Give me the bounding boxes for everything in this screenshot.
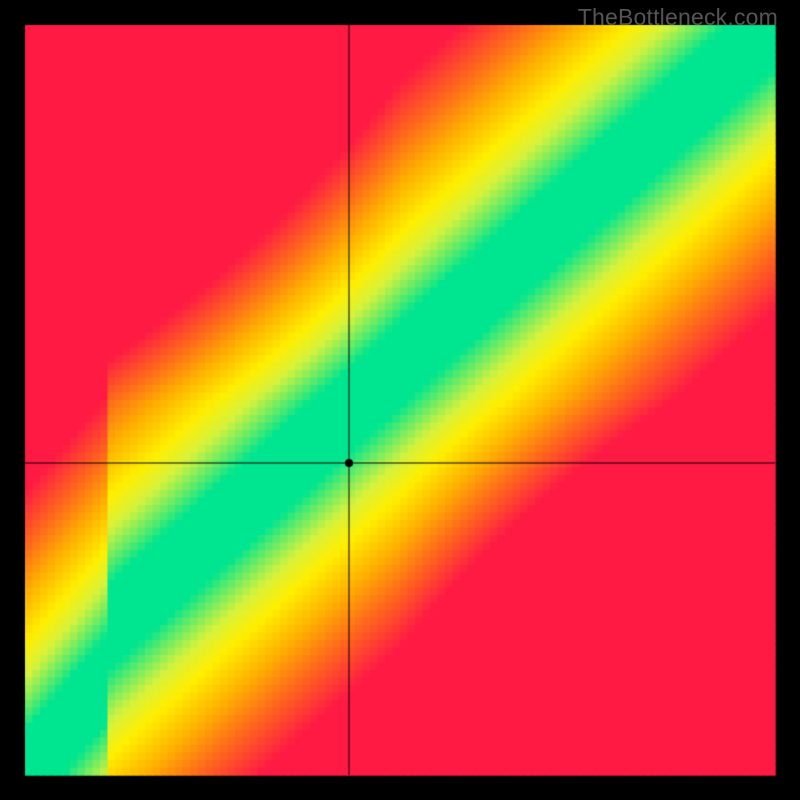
bottleneck-heatmap: [0, 0, 800, 800]
watermark-text: TheBottleneck.com: [578, 4, 778, 31]
chart-container: TheBottleneck.com: [0, 0, 800, 800]
